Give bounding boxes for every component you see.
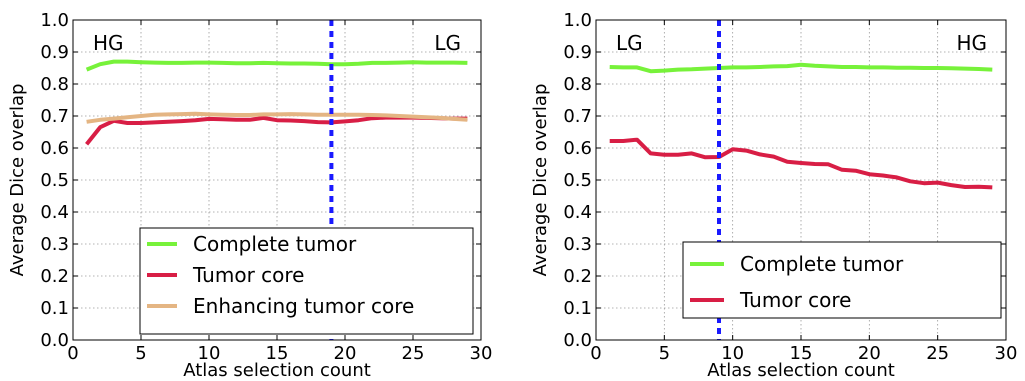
legend-box <box>682 241 1002 319</box>
x-tick-label: 25 <box>402 343 425 364</box>
x-tick-label: 20 <box>858 343 881 364</box>
annotation-label: LG <box>616 31 643 55</box>
legend-label-2: Tumor core <box>192 263 304 287</box>
series-line-2 <box>609 137 993 190</box>
x-tick-label: 30 <box>470 343 493 364</box>
y-tick-label: 0.7 <box>563 106 592 127</box>
y-tick-label: 0.2 <box>563 266 592 287</box>
chart-panel-1: 0 5 10 15 20 25 30 0.0 0.1 0.2 0.3 0.4 0.5 0.6 0.7 0.8 0… <box>7 10 492 381</box>
x-tick-label: 0 <box>590 343 601 364</box>
y-tick-label: 0.0 <box>563 330 592 351</box>
x-tick-label: 10 <box>721 343 744 364</box>
legend-label-2: Tumor core <box>739 288 851 312</box>
annotation-label: HG <box>93 31 124 55</box>
y-tick-label: 0.5 <box>40 170 69 191</box>
legend-label-1: Complete tumor <box>740 252 904 276</box>
series-line-1 <box>609 62 993 74</box>
legend: Complete tumor Tumor core <box>682 241 1002 319</box>
x-tick-label: 10 <box>198 343 221 364</box>
x-axis-label: Atlas selection count <box>707 360 895 381</box>
y-tick-label: 0.1 <box>563 298 592 319</box>
y-axis-label: Average Dice overlap <box>530 84 551 277</box>
series-line-1 <box>85 59 468 72</box>
y-tick-label: 1.0 <box>40 10 69 31</box>
y-tick-label: 0.6 <box>40 138 69 159</box>
y-tick-label: 0.8 <box>563 74 592 95</box>
x-tick-label: 0 <box>67 343 78 364</box>
x-tick-label: 25 <box>926 343 949 364</box>
y-tick-label: 1.0 <box>563 10 592 31</box>
x-axis-label: Atlas selection count <box>183 360 371 381</box>
y-tick-label: 0.6 <box>563 138 592 159</box>
annotation-label: HG <box>956 31 987 55</box>
x-tick-label: 5 <box>135 343 146 364</box>
y-axis-label: Average Dice overlap <box>7 84 28 277</box>
y-tick-label: 0.3 <box>563 234 592 255</box>
legend-label-1: Complete tumor <box>193 232 357 256</box>
y-tick-label: 0.4 <box>563 202 592 223</box>
x-tick-label: 15 <box>790 343 813 364</box>
x-tick-label: 15 <box>266 343 289 364</box>
y-tick-label: 0.2 <box>40 266 69 287</box>
legend-box <box>139 227 474 335</box>
chart-panel-2: 0 5 10 15 20 25 30 0.0 0.1 0.2 0.3 0.4 0.5 0.6 0.7 0.8 0… <box>530 10 1017 381</box>
legend-label-3: Enhancing tumor core <box>193 294 414 318</box>
legend: Complete tumor Tumor core Enhancing tumor … <box>139 227 474 335</box>
y-tick-label: 0.0 <box>40 330 69 351</box>
y-tick-label: 0.9 <box>563 42 592 63</box>
annotation-label: LG <box>434 31 461 55</box>
y-tick-label: 0.9 <box>40 42 69 63</box>
x-tick-label: 20 <box>334 343 357 364</box>
y-tick-label: 0.5 <box>563 170 592 191</box>
y-tick-label: 0.8 <box>40 74 69 95</box>
y-tick-label: 0.7 <box>40 106 69 127</box>
x-tick-label: 30 <box>995 343 1018 364</box>
x-tick-label: 5 <box>659 343 670 364</box>
y-tick-label: 0.4 <box>40 202 69 223</box>
y-tick-label: 0.1 <box>40 298 69 319</box>
series-line-3 <box>86 111 468 124</box>
y-tick-label: 0.3 <box>40 234 69 255</box>
